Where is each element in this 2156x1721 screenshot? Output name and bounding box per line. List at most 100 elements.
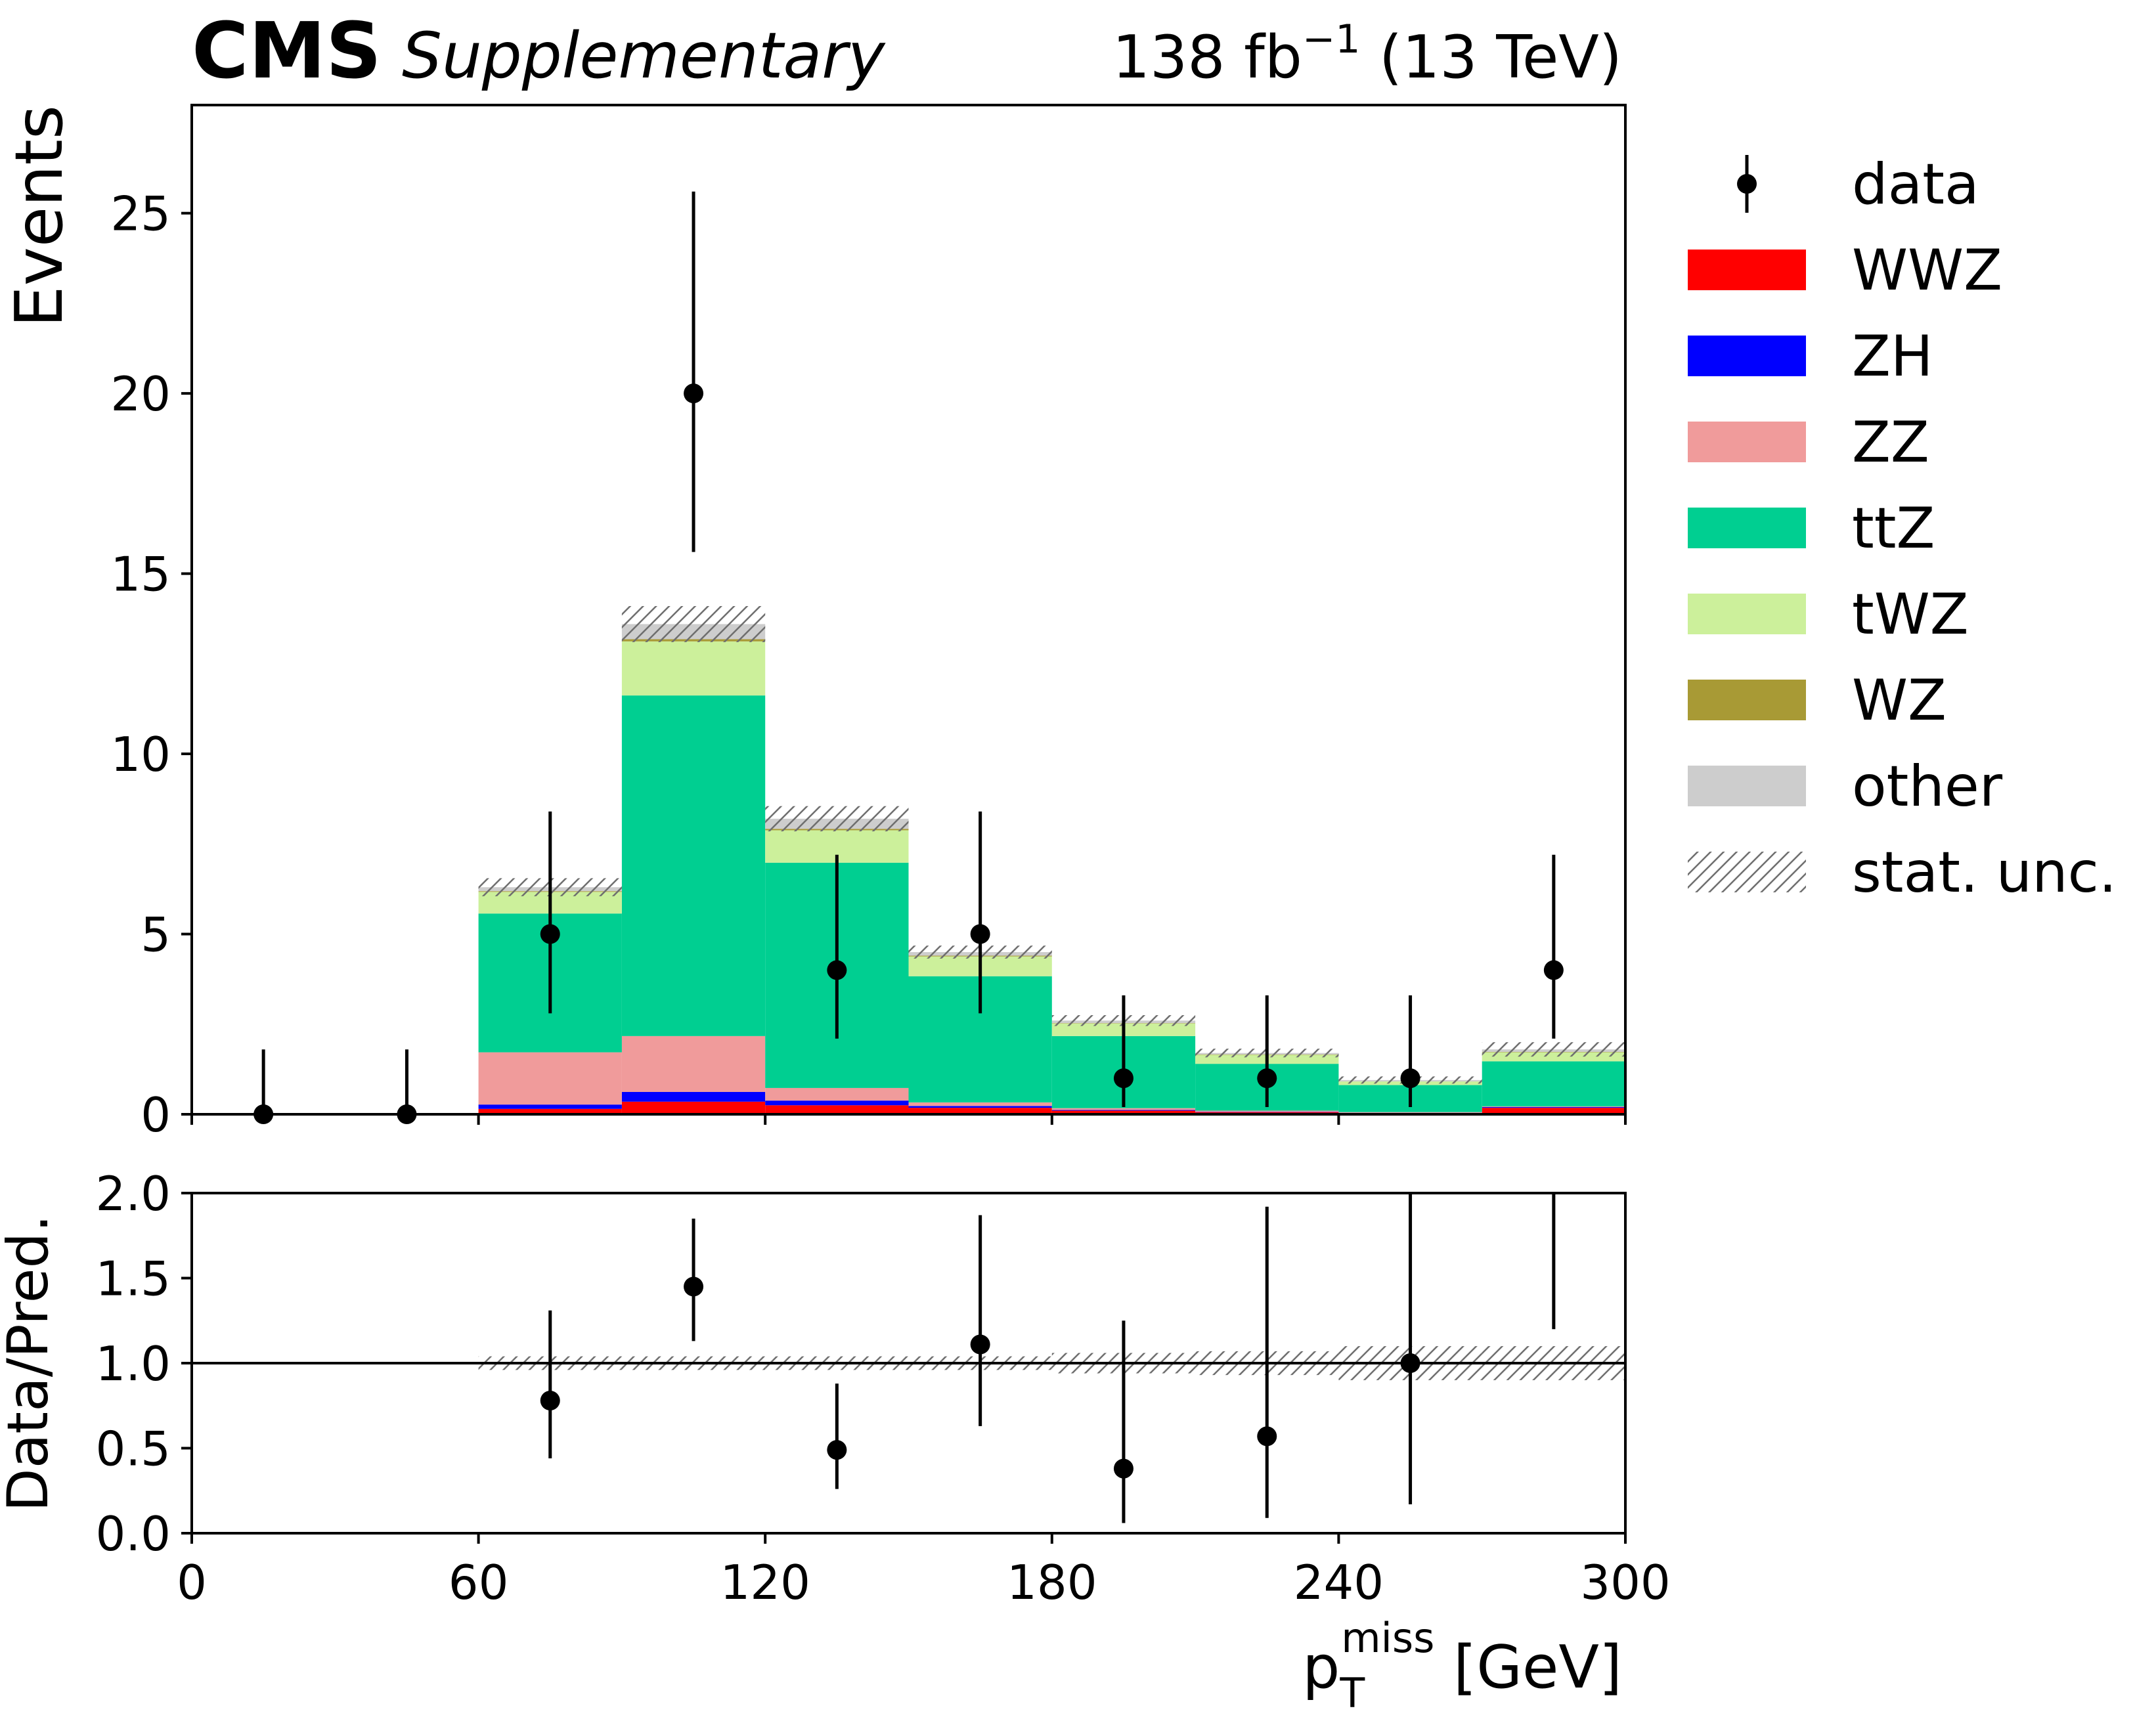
data-point-3 (684, 383, 704, 404)
ratio-point-0 (540, 1390, 560, 1410)
x-tick-label-0: 0 (177, 1555, 207, 1610)
bar-ttz-bin-3 (621, 695, 766, 1036)
bar-zz-bin-8 (1338, 1112, 1482, 1113)
bar-zz-bin-7 (1195, 1110, 1339, 1112)
legend-entry-twz: tWZ (1688, 582, 1969, 647)
bar-zz-bin-9 (1482, 1106, 1625, 1108)
ratio-point-5 (1257, 1426, 1277, 1447)
legend-swatch-wz (1688, 680, 1806, 720)
main-x-axis-ticks (190, 1114, 1627, 1125)
ratio-y-tick-label-4: 2.0 (95, 1166, 171, 1221)
ratio-point-2 (827, 1440, 847, 1460)
bar-wwz-bin-5 (908, 1108, 1052, 1114)
legend-entry-stat-unc: stat. unc. (1688, 840, 2117, 905)
stat-unc-bin-3 (621, 606, 766, 642)
bar-zz-bin-5 (908, 1102, 1052, 1106)
legend-entry-data: data (1737, 152, 1979, 217)
data-point-6 (1113, 1068, 1133, 1089)
legend-swatch-stat-unc (1688, 852, 1806, 892)
legend-entry-zz: ZZ (1688, 410, 1929, 475)
ratio-y-axis-ticks: 0.0 0.5 1.0 1.5 2.0 (95, 1166, 192, 1561)
ratio-y-tick-label-2: 1.0 (95, 1336, 171, 1391)
bar-wwz-bin-6 (1051, 1110, 1196, 1114)
legend-swatch-zz (1688, 422, 1806, 462)
legend-label-other: other (1852, 754, 2003, 819)
y-tick-label-15: 15 (110, 547, 171, 602)
ratio-point-7 (1544, 1132, 1564, 1152)
bar-twz-bin-3 (621, 641, 766, 696)
ratio-y-tick-label-3: 1.5 (95, 1252, 171, 1307)
bar-wwz-bin-9 (1482, 1108, 1625, 1114)
x-tick-label-120: 120 (720, 1555, 810, 1610)
legend-entry-ttz: ttZ (1688, 496, 1935, 561)
bar-zz-bin-4 (765, 1087, 909, 1101)
bar-zz-bin-6 (1051, 1108, 1196, 1110)
legend-label-twz: tWZ (1852, 582, 1969, 647)
main-plot: 0 5 10 15 20 25 Events (1, 104, 1627, 1143)
data-points (253, 191, 1564, 1124)
ratio-plot: 0.0 0.5 1.0 1.5 2.0 0 60 120 180 240 300 Data/Pre… (0, 1132, 1671, 1717)
bar-zh-bin-4 (765, 1100, 909, 1106)
luminosity-label: 138 fb−1 (13 TeV) (1112, 16, 1622, 92)
ratio-point-1 (684, 1276, 704, 1297)
ratio-y-axis-label: Data/Pred. (0, 1215, 61, 1512)
x-tick-label-180: 180 (1007, 1555, 1097, 1610)
bar-wwz-bin-3 (621, 1101, 766, 1114)
legend-swatch-wwz (1688, 250, 1806, 290)
ratio-points (540, 1132, 1564, 1523)
legend: data WWZ ZH ZZ ttZ tWZ WZ other stat. unc. (1688, 152, 2117, 905)
bar-zh-bin-2 (478, 1104, 622, 1109)
stacked-histogram (478, 624, 1625, 1114)
bar-zz-bin-2 (478, 1052, 622, 1105)
ratio-point-4 (1113, 1458, 1133, 1479)
legend-label-data: data (1852, 152, 1979, 217)
bar-wwz-bin-4 (765, 1105, 909, 1114)
legend-marker-data (1737, 174, 1757, 194)
y-tick-label-0: 0 (141, 1087, 171, 1143)
legend-swatch-twz (1688, 594, 1806, 634)
legend-entry-wz: WZ (1688, 668, 1947, 733)
data-point-9 (1543, 960, 1564, 980)
cms-label: CMS (192, 5, 382, 96)
bar-zz-bin-3 (621, 1035, 766, 1092)
ratio-point-6 (1400, 1353, 1420, 1373)
x-tick-label-300: 300 (1580, 1555, 1670, 1610)
ratio-y-tick-label-1: 0.5 (95, 1422, 171, 1477)
y-axis-label: Events (1, 105, 77, 328)
legend-label-stat-unc: stat. unc. (1852, 840, 2117, 905)
data-point-2 (540, 924, 560, 944)
bar-wwz-bin-2 (478, 1108, 622, 1114)
stat-unc-bin-9 (1482, 1042, 1625, 1057)
figure-header: CMS Supplementary 138 fb−1 (13 TeV) (192, 5, 1622, 96)
x-axis-ticks: 0 60 120 180 240 300 (177, 1533, 1671, 1610)
main-y-axis-ticks: 0 5 10 15 20 25 (110, 186, 192, 1143)
legend-label-ttz: ttZ (1852, 496, 1935, 561)
ratio-y-tick-label-0: 0.0 (95, 1506, 171, 1561)
legend-swatch-zh (1688, 336, 1806, 376)
bar-zh-bin-5 (908, 1106, 1052, 1108)
y-tick-label-10: 10 (110, 727, 171, 782)
legend-swatch-other (1688, 766, 1806, 806)
legend-label-wz: WZ (1852, 668, 1947, 733)
legend-swatch-ttz (1688, 508, 1806, 548)
legend-entry-other: other (1688, 754, 2003, 819)
y-tick-label-20: 20 (110, 366, 171, 422)
y-tick-label-25: 25 (110, 186, 171, 242)
legend-label-zh: ZH (1852, 324, 1933, 389)
x-axis-label: pTmiss [GeV] (1302, 1614, 1622, 1717)
ratio-point-3 (970, 1334, 990, 1355)
stat-unc-bin-4 (765, 806, 909, 832)
bar-zh-bin-3 (621, 1091, 766, 1102)
legend-label-wwz: WWZ (1852, 238, 2002, 303)
x-tick-label-60: 60 (449, 1555, 509, 1610)
bar-ttz-bin-9 (1482, 1061, 1625, 1106)
data-point-4 (827, 960, 847, 980)
main-plot-frame (190, 104, 1627, 1116)
data-point-8 (1400, 1068, 1420, 1089)
legend-entry-zh: ZH (1688, 324, 1933, 389)
data-point-7 (1257, 1068, 1277, 1089)
legend-label-zz: ZZ (1852, 410, 1929, 475)
supplementary-label: Supplementary (402, 19, 886, 93)
x-tick-label-240: 240 (1294, 1555, 1384, 1610)
